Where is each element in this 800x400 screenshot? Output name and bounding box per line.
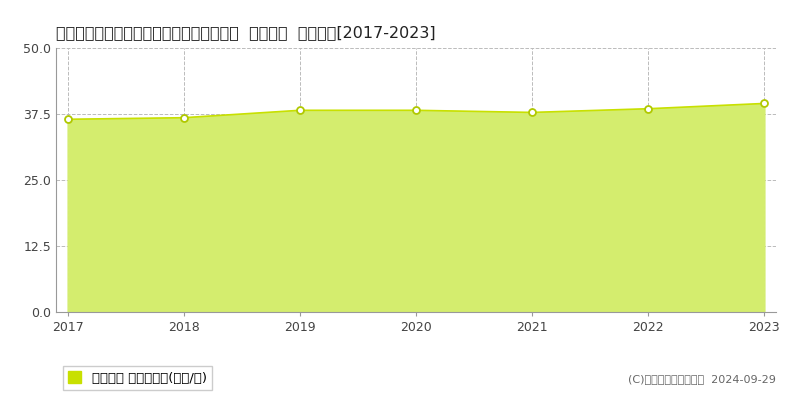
Legend: 基準地価 平均坪単価(万円/坪): 基準地価 平均坪単価(万円/坪) — [62, 366, 212, 390]
Text: 愛知県春日井市如意申町４丁目２３番１９  基準地価  地価推移[2017-2023]: 愛知県春日井市如意申町４丁目２３番１９ 基準地価 地価推移[2017-2023] — [56, 25, 436, 40]
Text: (C)土地価格ドットコム  2024-09-29: (C)土地価格ドットコム 2024-09-29 — [628, 374, 776, 384]
